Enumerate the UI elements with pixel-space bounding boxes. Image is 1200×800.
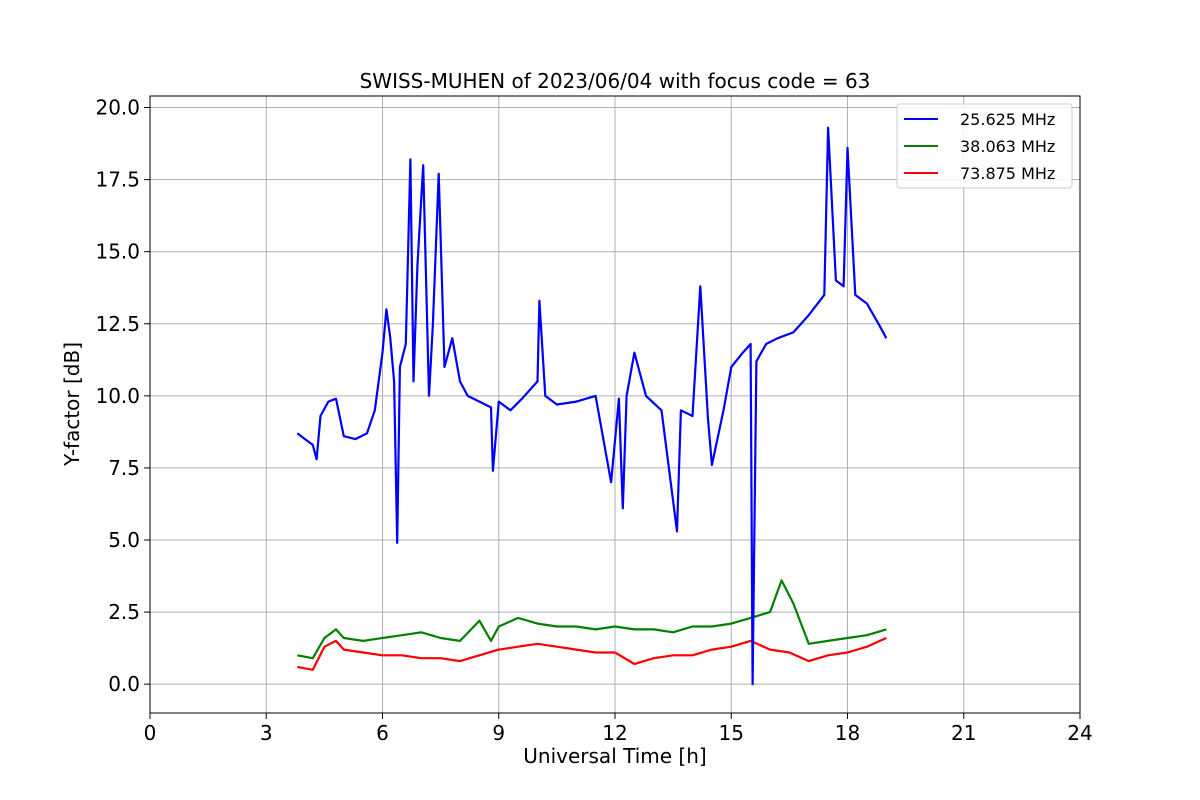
series-line-73-875-mhz xyxy=(297,636,887,671)
series-line-25-625-mhz xyxy=(296,126,888,686)
y-tick-label: 20.0 xyxy=(95,96,140,120)
x-axis-label: Universal Time [h] xyxy=(523,744,706,768)
y-tick-label: 0.0 xyxy=(108,672,140,696)
x-axis: 0 3 6 9 12 15 18 21 24 xyxy=(144,713,1093,745)
x-tick-label: 0 xyxy=(144,721,157,745)
x-tick-label: 21 xyxy=(951,721,976,745)
y-axis: 0.0 2.5 5.0 7.5 10.0 12.5 15.0 17.5 20.0 xyxy=(95,96,150,696)
legend-box xyxy=(896,103,1073,189)
x-tick-label: 24 xyxy=(1067,721,1092,745)
x-tick-label: 3 xyxy=(260,721,273,745)
y-tick-label: 7.5 xyxy=(108,456,140,480)
y-tick-label: 5.0 xyxy=(108,528,140,552)
y-tick-label: 10.0 xyxy=(95,384,140,408)
x-tick-label: 9 xyxy=(492,721,505,745)
legend-label: 73.875 MHz xyxy=(960,164,1055,183)
chart-title: SWISS-MUHEN of 2023/06/04 with focus cod… xyxy=(360,69,871,93)
y-axis-label: Y-factor [dB] xyxy=(60,342,84,467)
x-tick-label: 15 xyxy=(719,721,744,745)
y-tick-label: 2.5 xyxy=(108,600,140,624)
x-tick-label: 18 xyxy=(835,721,860,745)
legend: 25.625 MHz 38.063 MHz 73.875 MHz xyxy=(896,103,1073,189)
series-line-38-063-mhz xyxy=(297,579,887,660)
y-tick-label: 12.5 xyxy=(95,312,140,336)
x-tick-label: 12 xyxy=(602,721,627,745)
y-tick-label: 15.0 xyxy=(95,240,140,264)
legend-label: 38.063 MHz xyxy=(960,137,1055,156)
series-layer xyxy=(296,126,888,686)
y-tick-label: 17.5 xyxy=(95,168,140,192)
x-tick-label: 6 xyxy=(376,721,389,745)
legend-label: 25.625 MHz xyxy=(960,110,1055,129)
